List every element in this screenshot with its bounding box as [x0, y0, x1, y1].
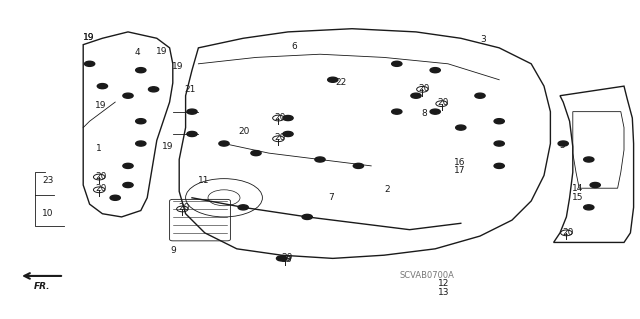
Text: 2: 2	[385, 185, 390, 194]
Circle shape	[123, 182, 133, 188]
Circle shape	[430, 109, 440, 114]
Circle shape	[430, 68, 440, 73]
Text: 8: 8	[422, 109, 427, 118]
Text: 10: 10	[42, 209, 54, 218]
Circle shape	[584, 205, 594, 210]
Circle shape	[238, 205, 248, 210]
Circle shape	[392, 109, 402, 114]
Circle shape	[494, 141, 504, 146]
Text: 20: 20	[438, 98, 449, 107]
Text: 1: 1	[97, 144, 102, 153]
Text: 18: 18	[281, 255, 292, 263]
Text: 20: 20	[239, 127, 250, 136]
Text: 9: 9	[170, 246, 175, 255]
Circle shape	[84, 61, 95, 66]
Text: 23: 23	[42, 176, 54, 185]
Text: FR.: FR.	[33, 282, 50, 291]
Circle shape	[411, 93, 421, 98]
Text: 17: 17	[454, 166, 465, 175]
Text: 19: 19	[172, 62, 184, 71]
Circle shape	[97, 84, 108, 89]
Text: SCVAB0700A: SCVAB0700A	[400, 271, 455, 280]
Circle shape	[123, 93, 133, 98]
Text: 20: 20	[275, 133, 286, 142]
Circle shape	[136, 119, 146, 124]
Text: 14: 14	[572, 184, 584, 193]
Text: 4: 4	[135, 48, 140, 57]
Text: 6: 6	[292, 42, 297, 51]
Text: 20: 20	[275, 113, 286, 122]
Text: 20: 20	[281, 253, 292, 262]
Text: 20: 20	[95, 184, 107, 193]
Circle shape	[302, 214, 312, 219]
Text: 20: 20	[95, 172, 107, 181]
Text: 11: 11	[198, 176, 209, 185]
Text: 20: 20	[179, 204, 190, 212]
Circle shape	[456, 125, 466, 130]
Circle shape	[558, 141, 568, 146]
Text: 19: 19	[162, 142, 173, 151]
Circle shape	[590, 182, 600, 188]
Text: 20: 20	[419, 84, 430, 93]
Circle shape	[251, 151, 261, 156]
Text: 22: 22	[335, 78, 347, 87]
Text: 19: 19	[156, 47, 167, 56]
Text: 21: 21	[184, 85, 196, 94]
Circle shape	[187, 131, 197, 137]
Circle shape	[187, 109, 197, 114]
Text: 19: 19	[83, 33, 94, 42]
Circle shape	[110, 195, 120, 200]
Circle shape	[276, 256, 287, 261]
Text: 5: 5	[559, 141, 564, 150]
Circle shape	[283, 131, 293, 137]
Circle shape	[123, 163, 133, 168]
Text: 15: 15	[572, 193, 584, 202]
Text: 7: 7	[329, 193, 334, 202]
Circle shape	[315, 157, 325, 162]
Text: 3: 3	[481, 35, 486, 44]
Circle shape	[475, 93, 485, 98]
Text: 13: 13	[438, 288, 449, 297]
Text: 20: 20	[563, 228, 574, 237]
Circle shape	[353, 163, 364, 168]
Circle shape	[148, 87, 159, 92]
Circle shape	[219, 141, 229, 146]
Circle shape	[494, 163, 504, 168]
Text: 16: 16	[454, 158, 465, 167]
Circle shape	[584, 157, 594, 162]
Circle shape	[136, 68, 146, 73]
Circle shape	[328, 77, 338, 82]
Circle shape	[136, 141, 146, 146]
Text: 19: 19	[95, 101, 107, 110]
Circle shape	[392, 61, 402, 66]
Text: 19: 19	[83, 33, 94, 42]
Text: 12: 12	[438, 279, 449, 288]
Circle shape	[283, 115, 293, 121]
Circle shape	[494, 119, 504, 124]
